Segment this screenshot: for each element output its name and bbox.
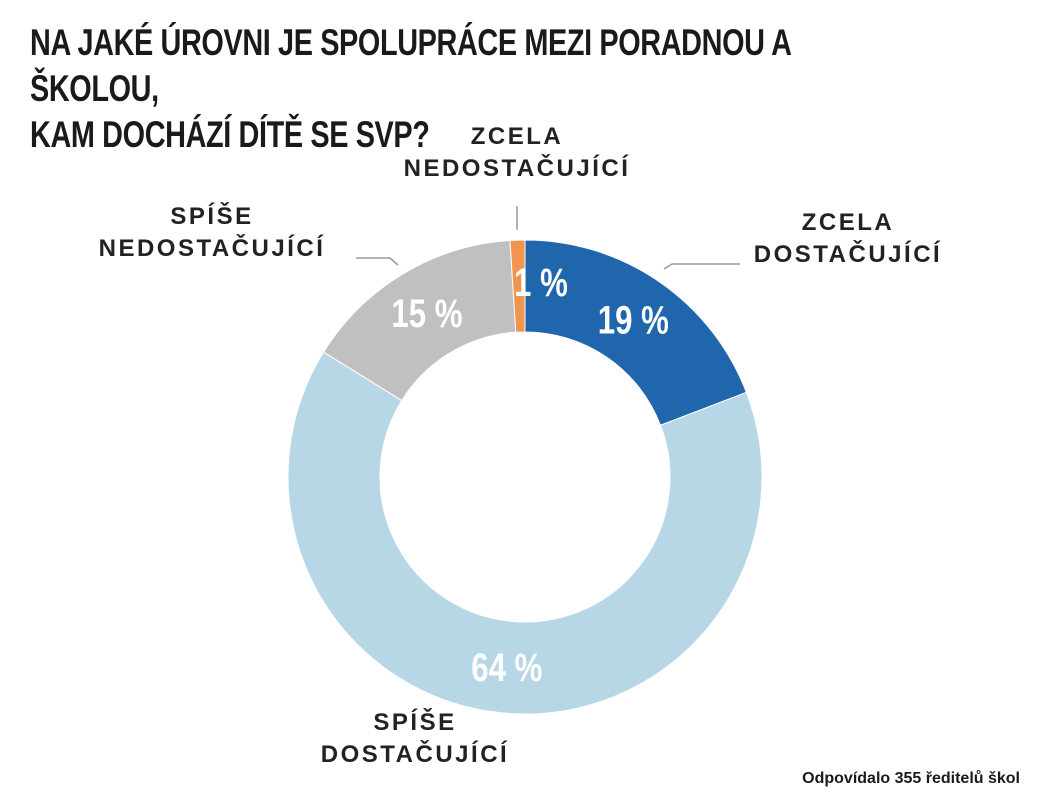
donut-slice <box>287 351 763 715</box>
leader-line <box>356 257 399 266</box>
slice-category-label-line: SPÍŠE <box>373 708 456 736</box>
donut-slice <box>524 239 748 426</box>
slice-category-label-line: ZCELA <box>471 123 564 150</box>
donut-slice <box>509 239 526 333</box>
value-labels: 19 % 64 % 15 % 1 % <box>391 260 669 690</box>
slice-category-label-line: SPÍŠE <box>170 202 253 230</box>
slice-category-label-line: NEDOSTAČUJÍCÍ <box>404 154 631 182</box>
slice-category-label: SPÍŠE NEDOSTAČUJÍCÍ <box>99 202 326 262</box>
donut-slices <box>287 239 763 715</box>
slice-category-label: ZCELA DOSTAČUJÍCÍ <box>754 209 942 268</box>
slice-value-label: 1 % <box>514 260 568 305</box>
footnote: Odpovídalo 355 ředitelů škol <box>802 770 1020 787</box>
slice-category-label-line: ZCELA <box>802 209 895 236</box>
chart-title-line-1: NA JAKÉ ÚROVNI JE SPOLUPRÁCE MEZI PORADN… <box>30 22 791 109</box>
slice-category-label-line: NEDOSTAČUJÍCÍ <box>99 234 326 262</box>
slice-value-label: 64 % <box>471 645 542 690</box>
slice-category-label-line: DOSTAČUJÍCÍ <box>754 240 942 268</box>
chart-title-line-2: KAM DOCHÁZÍ DÍTĚ SE SVP? <box>30 114 430 155</box>
label-leader-lines <box>356 206 740 270</box>
slice-value-label: 19 % <box>598 298 669 343</box>
leader-line <box>663 263 740 270</box>
chart-title: NA JAKÉ ÚROVNI JE SPOLUPRÁCE MEZI PORADN… <box>30 20 810 158</box>
slice-category-label: SPÍŠE DOSTAČUJÍCÍ <box>321 708 509 768</box>
slice-value-label: 15 % <box>391 291 462 336</box>
category-labels: ZCELA DOSTAČUJÍCÍ SPÍŠE DOSTAČUJÍCÍ SPÍŠE NED… <box>99 123 942 768</box>
slice-category-label: ZCELA NEDOSTAČUJÍCÍ <box>404 123 631 182</box>
slice-category-label-line: DOSTAČUJÍCÍ <box>321 740 509 768</box>
